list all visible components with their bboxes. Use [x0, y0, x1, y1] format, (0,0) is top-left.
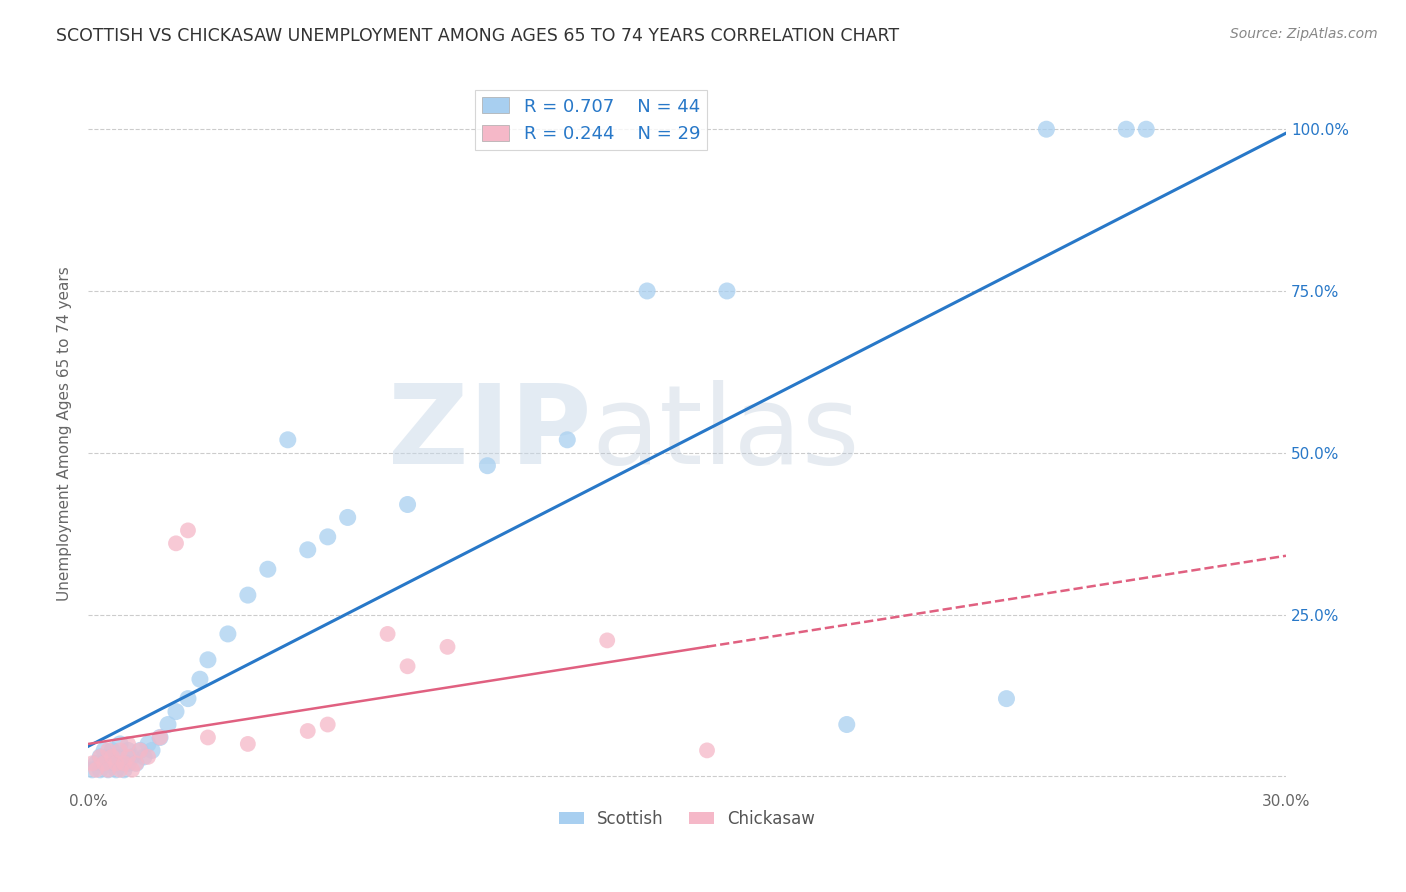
Point	[108, 756, 131, 771]
Point	[177, 691, 200, 706]
Point	[82, 756, 104, 771]
Point	[1115, 122, 1137, 136]
Point	[97, 763, 120, 777]
Text: atlas: atlas	[592, 380, 859, 487]
Point	[105, 756, 128, 771]
Point	[596, 633, 619, 648]
Point	[1035, 122, 1057, 136]
Point	[84, 763, 107, 777]
Point	[236, 588, 259, 602]
Point	[108, 763, 131, 777]
Point	[93, 756, 115, 771]
Point	[336, 510, 359, 524]
Point	[696, 743, 718, 757]
Point	[84, 756, 107, 771]
Text: SCOTTISH VS CHICKASAW UNEMPLOYMENT AMONG AGES 65 TO 74 YEARS CORRELATION CHART: SCOTTISH VS CHICKASAW UNEMPLOYMENT AMONG…	[56, 27, 900, 45]
Point	[277, 433, 299, 447]
Point	[97, 763, 120, 777]
Point	[101, 743, 124, 757]
Point	[108, 743, 131, 757]
Point	[117, 756, 139, 771]
Point	[89, 750, 111, 764]
Point	[129, 743, 152, 757]
Point	[125, 756, 148, 771]
Point	[165, 536, 187, 550]
Point	[112, 763, 135, 777]
Point	[217, 627, 239, 641]
Point	[256, 562, 278, 576]
Point	[125, 756, 148, 771]
Point	[197, 731, 219, 745]
Point	[149, 731, 172, 745]
Point	[97, 750, 120, 764]
Point	[316, 530, 339, 544]
Point	[82, 763, 104, 777]
Legend: Scottish, Chickasaw: Scottish, Chickasaw	[553, 803, 821, 834]
Point	[555, 433, 578, 447]
Point	[89, 763, 111, 777]
Text: ZIP: ZIP	[388, 380, 592, 487]
Point	[149, 731, 172, 745]
Point	[197, 653, 219, 667]
Point	[716, 284, 738, 298]
Point	[636, 284, 658, 298]
Point	[1135, 122, 1157, 136]
Text: Source: ZipAtlas.com: Source: ZipAtlas.com	[1230, 27, 1378, 41]
Y-axis label: Unemployment Among Ages 65 to 74 years: Unemployment Among Ages 65 to 74 years	[58, 266, 72, 600]
Point	[377, 627, 399, 641]
Point	[117, 743, 139, 757]
Point	[156, 717, 179, 731]
Point	[236, 737, 259, 751]
Point	[101, 756, 124, 771]
Point	[129, 743, 152, 757]
Point	[297, 542, 319, 557]
Point	[101, 750, 124, 764]
Point	[396, 498, 419, 512]
Point	[105, 750, 128, 764]
Point	[141, 743, 163, 757]
Point	[93, 756, 115, 771]
Point	[188, 672, 211, 686]
Point	[995, 691, 1018, 706]
Point	[396, 659, 419, 673]
Point	[112, 756, 135, 771]
Point	[136, 750, 159, 764]
Point	[132, 750, 155, 764]
Point	[108, 737, 131, 751]
Point	[835, 717, 858, 731]
Point	[177, 524, 200, 538]
Point	[477, 458, 499, 473]
Point	[97, 743, 120, 757]
Point	[105, 763, 128, 777]
Point	[117, 737, 139, 751]
Point	[297, 723, 319, 738]
Point	[165, 705, 187, 719]
Point	[121, 750, 143, 764]
Point	[121, 763, 143, 777]
Point	[93, 743, 115, 757]
Point	[316, 717, 339, 731]
Point	[136, 737, 159, 751]
Point	[117, 750, 139, 764]
Point	[89, 750, 111, 764]
Point	[436, 640, 458, 654]
